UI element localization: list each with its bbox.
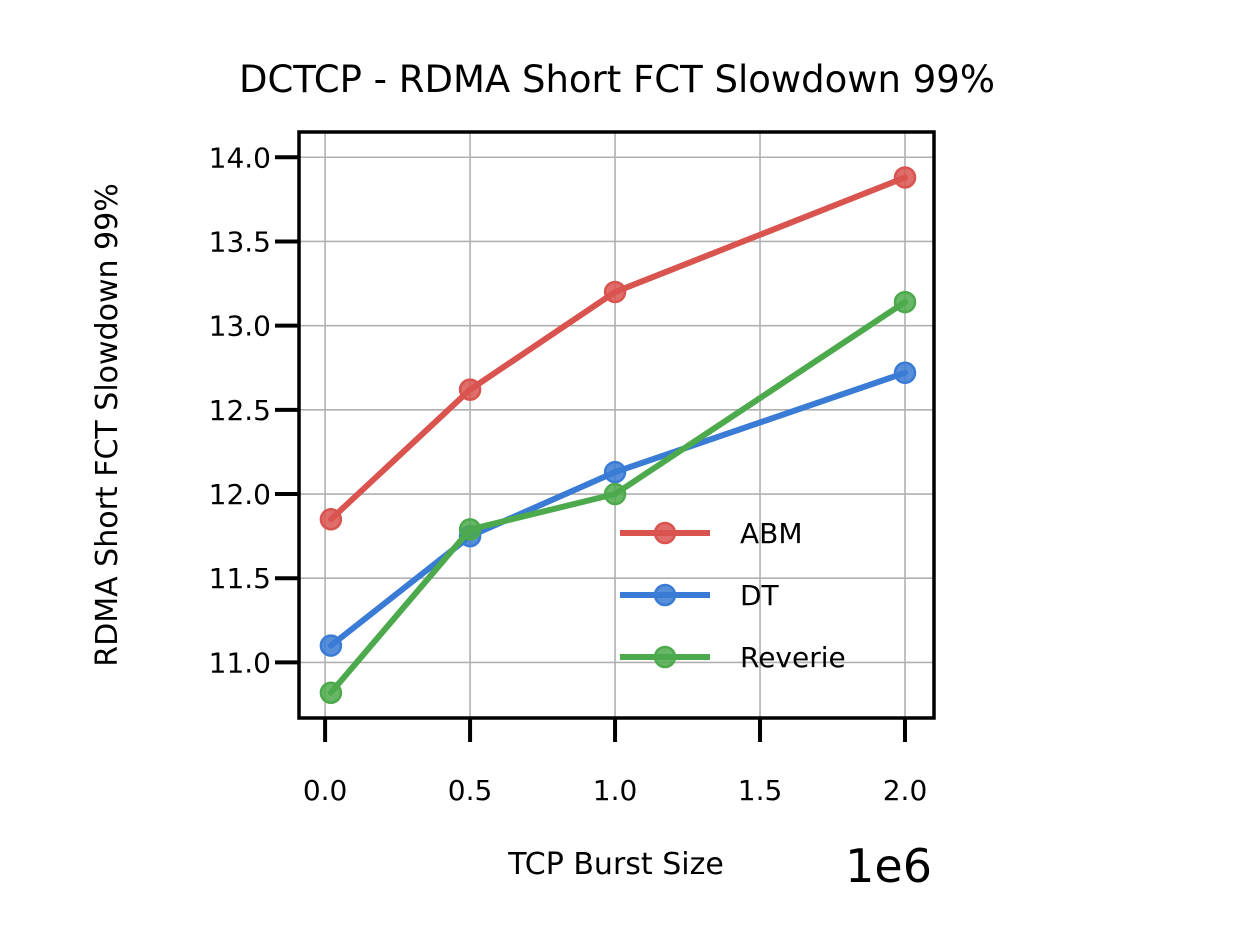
series-abm xyxy=(319,166,917,531)
data-point-reverie xyxy=(458,518,482,541)
x-tick-label: 0.5 xyxy=(448,774,493,807)
plot-background xyxy=(299,132,934,718)
legend-item-abm: ABM xyxy=(620,517,803,550)
x-tick-label: 2.0 xyxy=(883,774,928,807)
data-point-dt xyxy=(893,361,917,385)
x-tick-label: 0.0 xyxy=(303,774,348,807)
legend-label: Reverie xyxy=(740,641,846,674)
legend-item-reverie: Reverie xyxy=(620,641,846,674)
chart-title: DCTCP - RDMA Short FCT Slowdown 99% xyxy=(239,58,995,101)
data-point-reverie xyxy=(603,482,627,506)
data-point-dt xyxy=(603,460,627,484)
legend-marker xyxy=(653,583,677,607)
series-line-reverie xyxy=(327,299,908,696)
legend-label: ABM xyxy=(740,517,803,550)
data-point-reverie xyxy=(319,681,343,704)
x-axis-label: TCP Burst Size xyxy=(507,847,724,882)
series-dt xyxy=(319,361,917,657)
data-point-reverie xyxy=(893,290,917,314)
legend-marker xyxy=(653,645,677,669)
legend-marker xyxy=(653,521,677,545)
y-axis-ticks: 11.0 11.5 12.0 12.5 13.0 13.5 14.0 xyxy=(209,141,299,679)
data-point-abm xyxy=(458,378,482,401)
y-axis-label: RDMA Short FCT Slowdown 99% xyxy=(90,183,125,666)
series-line-dt xyxy=(327,369,908,649)
legend: ABM DT Reverie xyxy=(620,517,846,674)
y-tick-label: 12.0 xyxy=(209,478,271,511)
data-point-abm xyxy=(893,166,917,189)
y-tick-label: 11.0 xyxy=(209,646,271,679)
legend-item-dt: DT xyxy=(620,579,780,612)
x-axis-ticks: 0.0 0.5 1.0 1.5 2.0 xyxy=(303,718,927,807)
x-tick-label: 1.5 xyxy=(738,774,783,807)
gridlines xyxy=(299,132,934,718)
y-tick-label: 11.5 xyxy=(209,562,271,595)
y-tick-label: 14.0 xyxy=(209,141,271,174)
data-point-abm xyxy=(319,508,343,531)
series-line-abm xyxy=(327,174,908,523)
y-tick-label: 13.5 xyxy=(209,225,271,258)
series-layer xyxy=(319,166,917,704)
legend-label: DT xyxy=(740,579,780,612)
series-reverie xyxy=(319,290,917,704)
y-tick-label: 13.0 xyxy=(209,310,271,343)
y-tick-label: 12.5 xyxy=(209,394,271,427)
data-point-abm xyxy=(603,280,627,304)
x-axis-offset-text: 1e6 xyxy=(845,839,932,893)
data-point-dt xyxy=(319,634,343,657)
x-tick-label: 1.0 xyxy=(593,774,638,807)
